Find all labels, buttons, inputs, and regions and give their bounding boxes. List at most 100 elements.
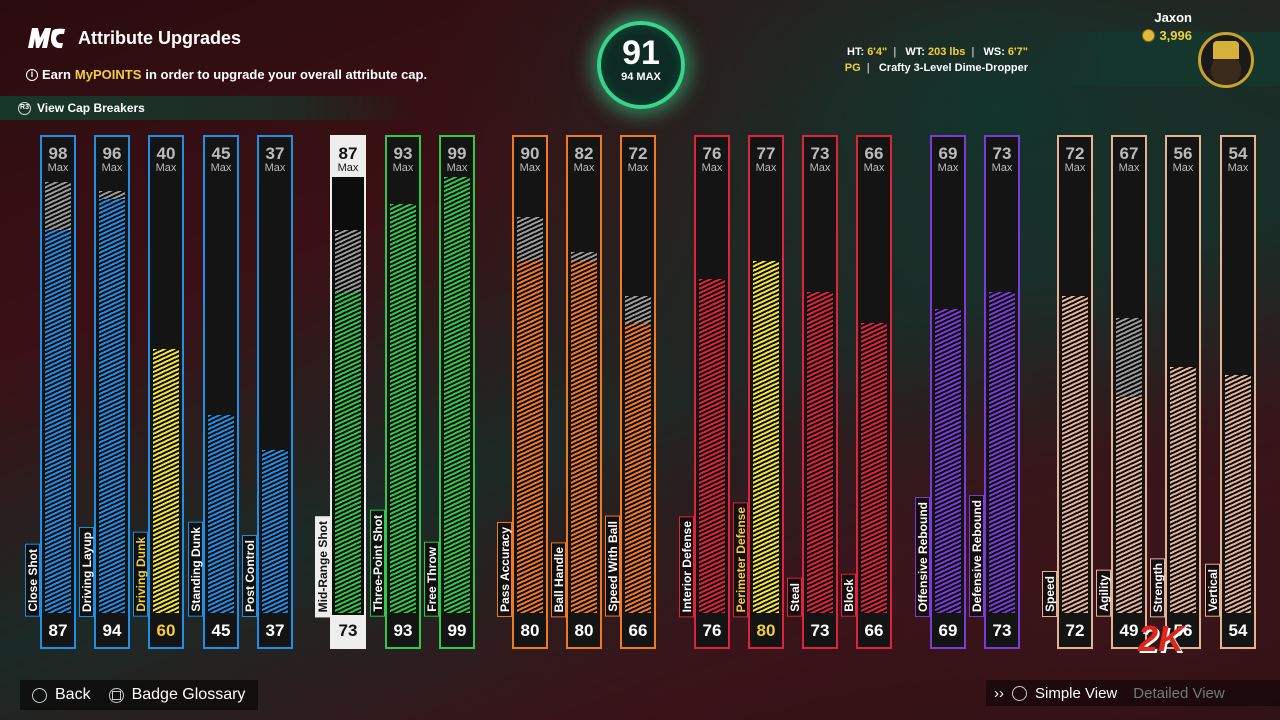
attribute-current-value: 66 [864,621,884,640]
attribute-fill [861,322,887,613]
selected-top [332,137,364,177]
max-label: Max [573,162,595,174]
attribute-max-value: 76 [702,144,722,163]
attribute-max-value: 73 [992,144,1012,163]
attribute-fill [807,291,833,613]
back-button[interactable]: Back [55,686,91,703]
attribute-name: Close Shot [25,544,40,617]
max-label: Max [337,162,359,174]
mypoints-highlight: MyPOINTS [74,67,142,82]
badge-glossary-button[interactable]: Badge Glossary [131,686,246,703]
r3-button-icon: R3 [18,101,31,115]
attribute-bar[interactable]: 69 Max 69 Offensive Rebound [915,135,966,649]
attribute-bar[interactable]: 72 Max 66 Speed With Ball [605,135,656,649]
attribute-current-value: 80 [756,621,776,640]
attribute-max-value: 72 [628,144,648,163]
attribute-current-value: 73 [992,621,1012,640]
attribute-fill [45,230,71,613]
attribute-current-value: 60 [156,621,176,640]
player-bio: HT: 6'4" | WT: 203 lbs | WS: 6'7" PG | Craf… [844,46,1028,74]
attribute-bar[interactable]: 98 Max 87 Close Shot [25,135,76,649]
attribute-max-value: 66 [864,144,884,163]
attribute-bar[interactable]: 90 Max 80 Pass Accuracy [497,135,548,649]
attribute-bar[interactable]: 73 Max 73 Defensive Rebound [969,135,1020,649]
attribute-current-value: 72 [1065,621,1085,640]
player-name: Jaxon [1154,10,1192,25]
attribute-bar[interactable]: 99 Max 99 Free Throw [424,135,475,649]
max-label: Max [101,162,123,174]
attribute-name: Offensive Rebound [915,496,930,617]
attribute-current-value: 56 [1173,621,1193,640]
attribute-bar[interactable]: 56 Max 56 Strength [1150,135,1201,649]
attribute-bar[interactable]: 96 Max 94 Driving Layup [79,135,130,649]
view-toggle: ›› Simple View Detailed View [986,680,1280,706]
attribute-bar[interactable]: 87 Max 73 Mid-Range Shot [315,135,366,649]
attribute-fill [1062,296,1088,613]
attribute-name: Strength [1150,557,1165,617]
attribute-max-value: 69 [938,144,958,163]
attribute-max-value: 67 [1119,144,1139,163]
attribute-max-value: 56 [1173,144,1193,163]
info-icon: i [26,68,38,81]
attribute-name: Post Control [242,535,257,617]
attribute-name: Standing Dunk [188,522,203,617]
view-cap-breakers-button[interactable]: R3 View Cap Breakers [0,96,420,120]
max-label: Max [701,162,723,174]
avatar [1198,32,1254,88]
footer-controls: Back Badge Glossary [20,680,258,710]
vc-coin-icon [1142,29,1156,42]
attribute-bar[interactable]: 93 Max 93 Three-Point Shot [370,135,421,649]
attribute-bar[interactable]: 82 Max 80 Ball Handle [551,135,602,649]
attribute-bar[interactable]: 72 Max 72 Speed [1042,135,1093,649]
attribute-name: Driving Dunk [133,532,148,617]
attribute-bar[interactable]: 40 Max 60 Driving Dunk [133,135,184,649]
overall-rating: 91 94 MAX [597,21,685,109]
max-label: Max [1118,162,1140,174]
circle-button-icon [32,687,47,703]
attribute-name: Vertical [1205,564,1220,617]
attribute-current-value: 93 [393,621,413,640]
attribute-bar[interactable]: 73 Max 73 Steal [787,135,838,649]
attribute-name: Pass Accuracy [497,522,512,617]
max-label: Max [446,162,468,174]
attribute-max-value: 96 [102,144,122,163]
page-title: Attribute Upgrades [78,28,242,48]
attribute-current-value: 94 [102,621,122,640]
attribute-current-value: 73 [810,621,830,640]
simple-view-button[interactable]: Simple View [1035,684,1118,702]
attribute-current-value: 54 [1228,621,1248,640]
attribute-fill [517,261,543,613]
attribute-max-value: 45 [211,144,231,163]
attribute-fill [335,291,361,613]
max-label: Max [863,162,885,174]
attribute-fill [1170,366,1196,613]
attribute-bar[interactable]: 77 Max 80 Perimeter Defense [733,135,784,649]
avatar-hat-icon [1213,41,1239,59]
attribute-bar[interactable]: 37 Max 37 Post Control [242,135,293,649]
attribute-name: Speed With Ball [605,516,620,617]
attribute-name: Block [841,574,856,617]
attribute-name: Interior Defense [679,515,694,617]
attribute-name: Perimeter Defense [733,501,748,617]
attribute-current-value: 80 [574,621,594,640]
max-label: Max [155,162,177,174]
attribute-bar[interactable]: 54 Max 54 Vertical [1205,135,1256,649]
overall-max: 94 MAX [621,71,661,83]
attribute-bar[interactable]: 66 Max 66 Block [841,135,892,649]
attribute-cap-segment [571,252,597,261]
attribute-bar[interactable]: 45 Max 45 Standing Dunk [188,135,239,649]
detailed-view-button[interactable]: Detailed View [1133,684,1225,702]
attribute-fill [625,322,651,613]
attribute-max-value: 99 [447,144,467,163]
position: PG [844,62,861,74]
attribute-max-value: 82 [574,144,594,163]
attribute-max-value: 77 [756,144,776,163]
attribute-cap-segment [1116,318,1142,398]
max-label: Max [519,162,541,174]
attribute-bar[interactable]: 67 Max 49 Agility [1096,135,1147,649]
attribute-bar[interactable]: 76 Max 76 Interior Defense [679,135,730,649]
max-label: Max [937,162,959,174]
attribute-current-value: 66 [628,621,648,640]
attribute-cap-segment [335,230,361,292]
attribute-name: Ball Handle [551,541,566,617]
